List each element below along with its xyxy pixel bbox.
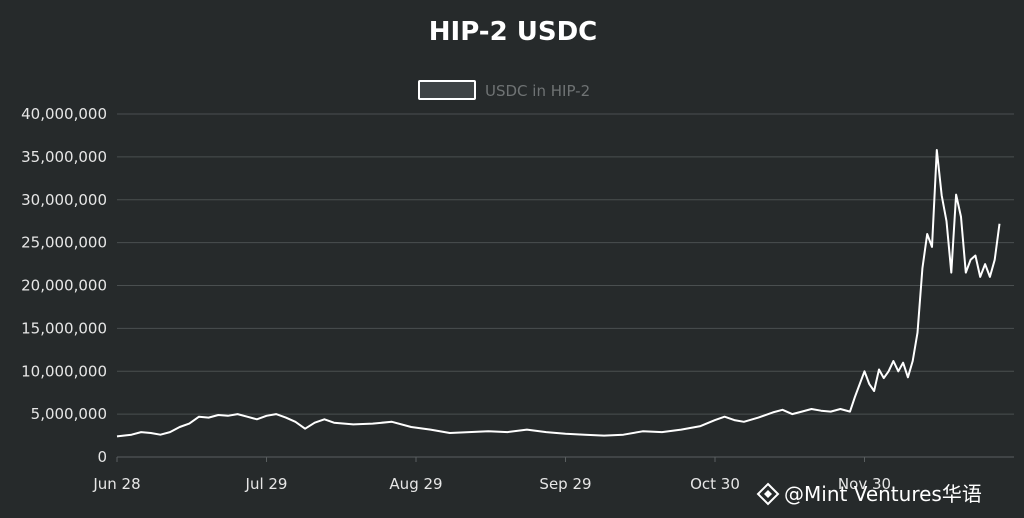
y-axis: 0 5,000,000 10,000,000 15,000,000 20,000,000…	[21, 105, 107, 466]
y-tick-label: 10,000,000	[21, 362, 107, 380]
y-tick-label: 25,000,000	[21, 234, 107, 252]
x-tick-label: Oct 30	[690, 475, 740, 493]
series-layer	[116, 149, 1001, 438]
chart-title: HIP-2 USDC	[429, 17, 597, 47]
y-tick-label: 15,000,000	[21, 319, 107, 337]
y-tick-label: 0	[97, 448, 107, 466]
watermark: @Mint Ventures华语	[756, 482, 982, 506]
y-tick-label: 5,000,000	[31, 405, 107, 423]
x-tick-label: Jul 29	[245, 475, 288, 493]
x-axis: Jun 28 Jul 29 Aug 29 Sep 29 Oct 30 Nov 30	[92, 457, 891, 493]
legend[interactable]: USDC in HIP-2	[418, 80, 590, 100]
x-tick-label: Jun 28	[92, 475, 140, 493]
legend-swatch	[418, 80, 476, 100]
x-tick-label: Nov 30	[838, 475, 891, 493]
x-tick-label: Sep 29	[539, 475, 591, 493]
y-tick-label: 20,000,000	[21, 277, 107, 295]
y-tick-label: 35,000,000	[21, 148, 107, 166]
y-tick-label: 30,000,000	[21, 191, 107, 209]
binance-diamond-icon	[756, 482, 780, 506]
watermark-text: @Mint Ventures华语	[784, 482, 982, 506]
series-line[interactable]	[116, 149, 1001, 438]
x-tick-label: Aug 29	[389, 475, 442, 493]
legend-label: USDC in HIP-2	[485, 82, 590, 100]
grid	[117, 113, 1014, 458]
y-tick-label: 40,000,000	[21, 105, 107, 123]
